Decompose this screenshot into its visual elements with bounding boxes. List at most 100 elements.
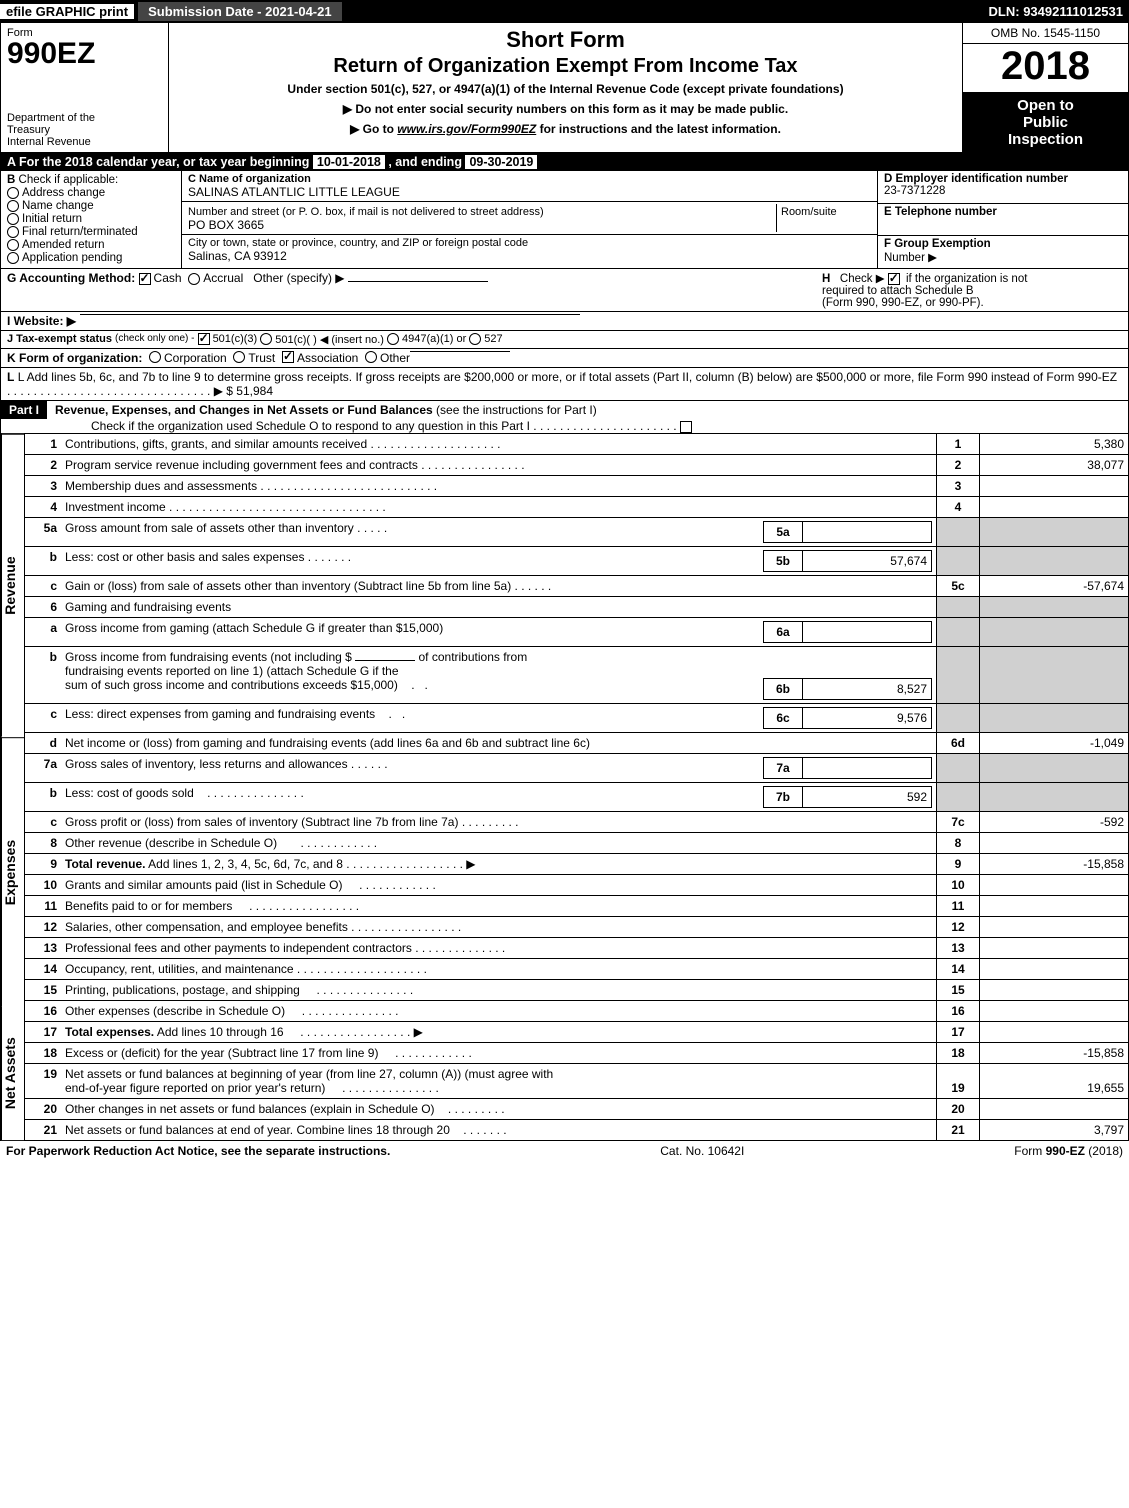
section-l: L L Add lines 5b, 6c, and 7b to line 9 t…: [1, 368, 1128, 401]
tax-year-begin: 10-01-2018: [313, 155, 385, 169]
ein: 23-7371228: [884, 185, 1122, 197]
val-19: 19,655: [980, 1064, 1129, 1099]
line-9: 9 Total revenue. Add lines 1, 2, 3, 4, 5…: [25, 854, 1128, 875]
val-5b: 57,674: [803, 551, 932, 572]
footer: For Paperwork Reduction Act Notice, see …: [0, 1141, 1129, 1161]
department-block: Department of the Treasury Internal Reve…: [7, 112, 162, 148]
val-6c: 9,576: [803, 708, 932, 729]
section-i: I Website: ▶: [1, 312, 1128, 331]
line-3: 3 Membership dues and assessments . . . …: [25, 476, 1128, 497]
tax-year-end: 09-30-2019: [465, 155, 537, 169]
line-12: 12 Salaries, other compensation, and emp…: [25, 917, 1128, 938]
section-k: K Form of organization: Corporation Trus…: [1, 349, 1128, 368]
line-7a: 7a Gross sales of inventory, less return…: [25, 754, 1128, 783]
line-5c: c Gain or (loss) from sale of assets oth…: [25, 576, 1128, 597]
val-2: 38,077: [980, 455, 1129, 476]
check-other-org[interactable]: [365, 351, 377, 363]
line-8: 8 Other revenue (describe in Schedule O)…: [25, 833, 1128, 854]
line-13: 13 Professional fees and other payments …: [25, 938, 1128, 959]
check-final-return[interactable]: Final return/terminated: [7, 226, 175, 238]
open-inspection-box: Open to Public Inspection: [963, 93, 1128, 152]
check-trust[interactable]: [233, 351, 245, 363]
header-right: OMB No. 1545-1150 2018 Open to Public In…: [962, 23, 1128, 152]
section-c: C Name of organization SALINAS ATLANTLIC…: [182, 171, 877, 268]
check-schedule-b[interactable]: [888, 273, 900, 285]
val-7b: 592: [803, 787, 932, 808]
return-title: Return of Organization Exempt From Incom…: [179, 55, 952, 78]
check-schedule-o[interactable]: [680, 421, 692, 433]
check-accrual[interactable]: [188, 273, 200, 285]
line-7b: b Less: cost of goods sold . . . . . . .…: [25, 783, 1128, 812]
line-10: 10 Grants and similar amounts paid (list…: [25, 875, 1128, 896]
calc-table-container: Revenue Expenses Net Assets 1 Contributi…: [1, 434, 1128, 1140]
val-9: -15,858: [980, 854, 1129, 875]
line-5a: 5a Gross amount from sale of assets othe…: [25, 518, 1128, 547]
efile-label[interactable]: efile GRAPHIC print: [0, 4, 134, 19]
line-1: 1 Contributions, gifts, grants, and simi…: [25, 434, 1128, 455]
top-bar: efile GRAPHIC print Submission Date - 20…: [0, 0, 1129, 22]
org-name: SALINAS ATLANTLIC LITTLE LEAGUE: [188, 185, 871, 199]
part1-badge: Part I: [1, 401, 47, 419]
tax-year-bar: A For the 2018 calendar year, or tax yea…: [1, 153, 1128, 171]
check-application-pending[interactable]: Application pending: [7, 252, 175, 264]
section-g-h: G Accounting Method: Cash Accrual Other …: [1, 269, 1128, 312]
irs-link[interactable]: www.irs.gov/Form990EZ: [397, 122, 536, 136]
check-corp[interactable]: [149, 351, 161, 363]
check-527[interactable]: [469, 333, 481, 345]
footer-left: For Paperwork Reduction Act Notice, see …: [6, 1144, 390, 1158]
val-6d: -1,049: [980, 733, 1129, 754]
form-number: 990EZ: [7, 39, 162, 69]
check-501c3[interactable]: [198, 333, 210, 345]
section-def: D Employer identification number 23-7371…: [877, 171, 1128, 268]
under-section: Under section 501(c), 527, or 4947(a)(1)…: [179, 82, 952, 96]
dln: DLN: 93492111012531: [989, 4, 1129, 19]
val-5c: -57,674: [980, 576, 1129, 597]
line-14: 14 Occupancy, rent, utilities, and maint…: [25, 959, 1128, 980]
tax-year: 2018: [963, 44, 1128, 93]
footer-cat: Cat. No. 10642I: [660, 1144, 744, 1158]
val-7c: -592: [980, 812, 1129, 833]
check-501c[interactable]: [260, 333, 272, 345]
submission-date: Submission Date - 2021-04-21: [138, 2, 342, 21]
entity-block: B Check if applicable: Address change Na…: [1, 171, 1128, 269]
footer-right: Form 990-EZ (2018): [1014, 1144, 1123, 1158]
form-container: Form 990EZ Department of the Treasury In…: [0, 22, 1129, 1141]
line-2: 2 Program service revenue including gove…: [25, 455, 1128, 476]
line-6b: b Gross income from fundraising events (…: [25, 647, 1128, 704]
line-4: 4 Investment income . . . . . . . . . . …: [25, 497, 1128, 518]
line-15: 15 Printing, publications, postage, and …: [25, 980, 1128, 1001]
check-address-change[interactable]: Address change: [7, 187, 175, 199]
check-initial-return[interactable]: Initial return: [7, 213, 175, 225]
line-16: 16 Other expenses (describe in Schedule …: [25, 1001, 1128, 1022]
section-j: J Tax-exempt status (check only one) - 5…: [1, 331, 1128, 349]
check-name-change[interactable]: Name change: [7, 200, 175, 212]
line-7c: c Gross profit or (loss) from sales of i…: [25, 812, 1128, 833]
part1-check-instruction: Check if the organization used Schedule …: [1, 419, 1128, 433]
check-amended-return[interactable]: Amended return: [7, 239, 175, 251]
line-17: 17 Total expenses. Add lines 10 through …: [25, 1022, 1128, 1043]
calc-table: 1 Contributions, gifts, grants, and simi…: [25, 434, 1128, 1140]
gross-receipts: $ 51,984: [226, 384, 273, 398]
check-4947[interactable]: [387, 333, 399, 345]
netassets-side-label: Net Assets: [1, 1006, 24, 1140]
city-state-zip: Salinas, CA 93912: [188, 249, 528, 263]
line-5b: b Less: cost or other basis and sales ex…: [25, 547, 1128, 576]
line-6d: d Net income or (loss) from gaming and f…: [25, 733, 1128, 754]
form-header: Form 990EZ Department of the Treasury In…: [1, 23, 1128, 153]
line-20: 20 Other changes in net assets or fund b…: [25, 1099, 1128, 1120]
header-left: Form 990EZ Department of the Treasury In…: [1, 23, 169, 152]
section-b: B Check if applicable: Address change Na…: [1, 171, 182, 268]
line-18: 18 Excess or (deficit) for the year (Sub…: [25, 1043, 1128, 1064]
check-cash[interactable]: [139, 273, 151, 285]
val-6b: 8,527: [803, 679, 932, 700]
val-18: -15,858: [980, 1043, 1129, 1064]
section-h: H Check ▶ if the organization is not req…: [822, 271, 1122, 309]
header-center: Short Form Return of Organization Exempt…: [169, 23, 962, 152]
val-1: 5,380: [980, 434, 1129, 455]
line-6: 6 Gaming and fundraising events: [25, 597, 1128, 618]
goto-line: ▶ Go to www.irs.gov/Form990EZ for instru…: [179, 122, 952, 136]
part1-header-row: Part I Revenue, Expenses, and Changes in…: [1, 401, 1128, 434]
check-association[interactable]: [282, 351, 294, 363]
omb-number: OMB No. 1545-1150: [963, 23, 1128, 44]
line-11: 11 Benefits paid to or for members . . .…: [25, 896, 1128, 917]
